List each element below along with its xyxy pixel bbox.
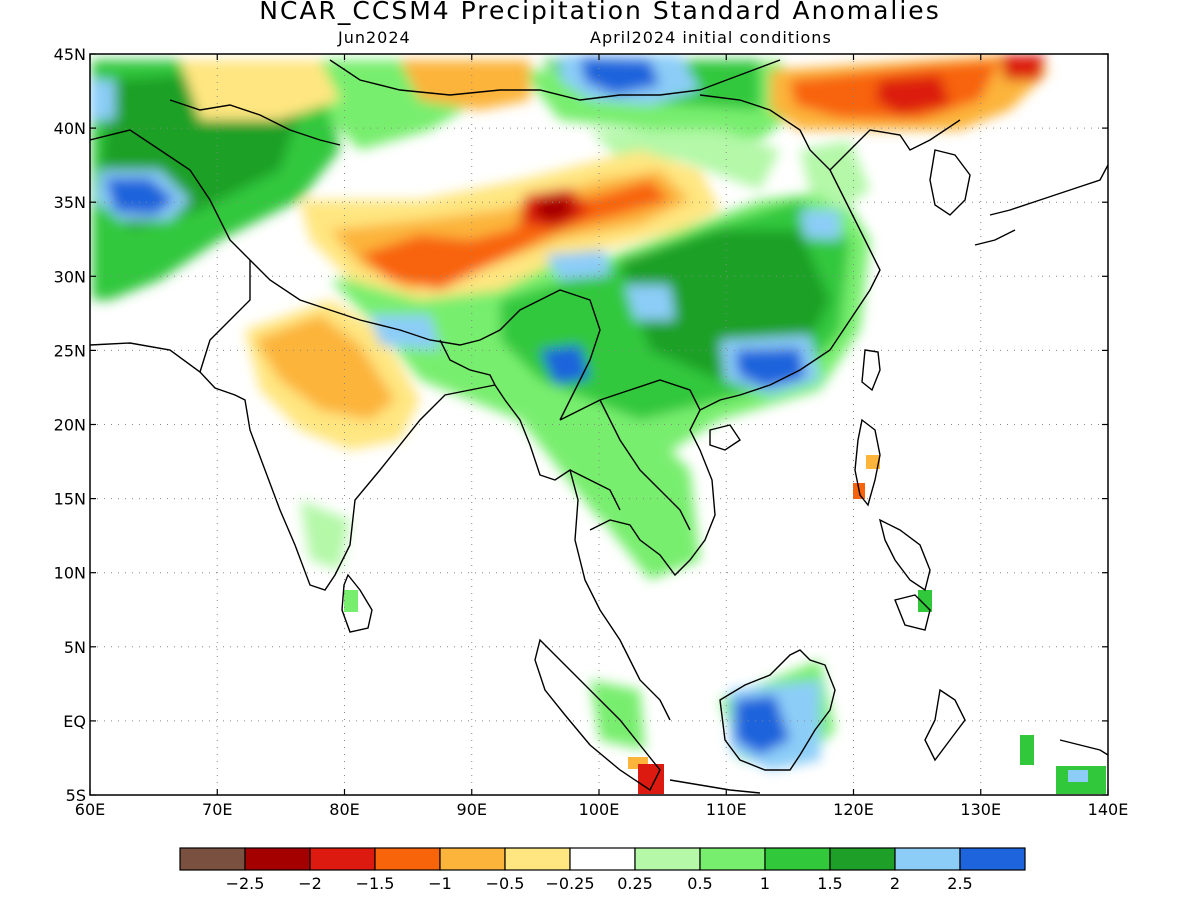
colorbar-label: −2.5 [226,874,265,893]
lon-label: 90E [457,800,487,819]
lon-label: 60E [75,800,105,819]
colorbar-swatch [374,847,441,871]
colorbar-swatch [504,847,571,871]
coastlines [90,59,1108,794]
lon-label: 120E [833,800,874,819]
colorbar-swatch [439,847,506,871]
colorbar-swatch [829,847,896,871]
colorbar-swatch [179,847,246,871]
lat-label: 35N [54,193,86,212]
lat-label: 5S [66,786,86,805]
lat-label: 25N [54,341,86,360]
colorbar-swatch [764,847,831,871]
colorbar-label: 2 [890,874,900,893]
valid-month-label: Jun2024 [338,28,411,47]
colorbar-label: 1.5 [817,874,842,893]
lon-label: 130E [960,800,1001,819]
lon-label: 70E [202,800,232,819]
lat-label: 20N [54,416,86,435]
colorbar-swatch [894,847,961,871]
colorbar-swatch [699,847,766,871]
lon-label: 80E [329,800,359,819]
colorbar-label: 0.5 [687,874,712,893]
colorbar-swatch [569,847,636,871]
colorbar-labels: −2.5 −2 −1.5 −1 −0.5 −0.25 0.25 0.5 1 1.5 2 2.5 [226,874,973,893]
latitude-labels: 45N 40N 35N 30N 25N 20N 15N 10N 5N EQ 5S [54,45,86,805]
colorbar-swatch [244,847,311,871]
lon-label: 100E [579,800,620,819]
colorbar-label: −1 [428,874,452,893]
colorbar-label: 2.5 [947,874,972,893]
colorbar-label: 0.25 [617,874,653,893]
lat-label: 15N [54,490,86,509]
lat-label: 45N [54,45,86,64]
colorbar-label: 1 [760,874,770,893]
lon-label: 140E [1088,800,1129,819]
chart-title: NCAR_CCSM4 Precipitation Standard Anomal… [259,0,941,25]
colorbar-label: −0.25 [545,874,594,893]
colorbar-swatch [634,847,701,871]
colorbar-label: −2 [298,874,322,893]
lat-label: 30N [54,267,86,286]
lat-label: 10N [54,564,86,583]
anomaly-field [90,54,1108,795]
lat-label: 40N [54,119,86,138]
colorbar-label: −1.5 [356,874,395,893]
lat-label: 5N [64,638,86,657]
colorbar-swatch [959,847,1026,871]
colorbar-label: −0.5 [486,874,525,893]
lon-label: 110E [706,800,747,819]
colorbar [179,847,1026,871]
lat-label: EQ [63,712,86,731]
axis-ticks [89,53,1109,796]
init-conditions-label: April2024 initial conditions [590,28,832,47]
colorbar-swatch [309,847,376,871]
longitude-labels: 60E 70E 80E 90E 100E 110E 120E 130E 140E [75,800,1129,819]
